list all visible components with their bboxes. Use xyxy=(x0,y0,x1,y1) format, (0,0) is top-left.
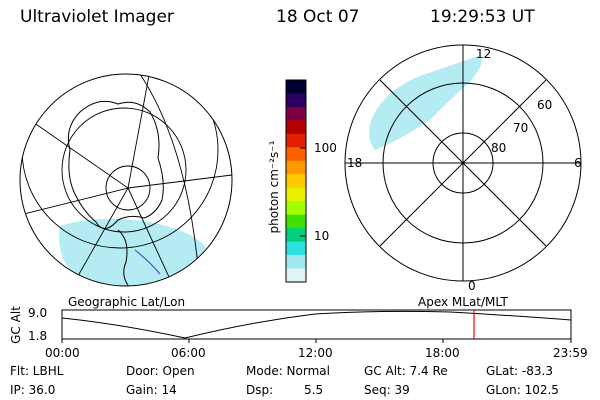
timeline-ytick-high: 9.0 xyxy=(28,306,48,320)
colorbar-label-10: 10 xyxy=(314,229,330,243)
polar-label-6: 6 xyxy=(574,156,582,170)
colorbar-segment xyxy=(286,93,306,108)
colorbar xyxy=(286,80,306,283)
antarctica-outline xyxy=(67,100,164,229)
geographic-map-label: Geographic Lat/Lon xyxy=(68,295,186,309)
polar-plot xyxy=(344,44,582,282)
timeline-ylabel: GC Alt xyxy=(9,306,23,344)
status-glon: GLon: 102.5 xyxy=(486,383,559,397)
colorbar-segment xyxy=(286,80,306,94)
colorbar-segment xyxy=(286,187,306,202)
timeline-xtick-0600: 06:00 xyxy=(171,346,206,360)
polar-label-18: 18 xyxy=(347,156,363,170)
polar-label-0: 0 xyxy=(468,279,476,293)
timeline-ytick-low: 1.8 xyxy=(28,329,48,343)
colorbar-frame xyxy=(285,79,307,283)
colorbar-segment xyxy=(286,214,306,229)
colorbar-segment xyxy=(286,147,306,162)
date-label: 18 Oct 07 xyxy=(276,7,360,27)
status-ip: IP: 36.0 xyxy=(10,383,56,397)
timeline-xtick-0000: 00:00 xyxy=(45,346,80,360)
status-filter: Flt: LBHL xyxy=(10,364,64,378)
status-gc-alt: GC Alt: 7.4 Re xyxy=(364,364,448,378)
polar-map-label: Apex MLat/MLT xyxy=(418,295,508,309)
aurora-patch-geographic xyxy=(59,218,205,286)
status-glat: GLat: -83.3 xyxy=(486,364,553,378)
colorbar-segment xyxy=(286,241,306,256)
colorbar-segment xyxy=(286,160,306,175)
time-label: 19:29:53 UT xyxy=(430,7,535,27)
polar-label-60: 60 xyxy=(537,98,553,112)
colorbar-segment xyxy=(286,133,306,148)
polar-label-12: 12 xyxy=(476,47,492,61)
status-dsp-value: 5.5 xyxy=(304,383,324,397)
timeline-xtick-1200: 12:00 xyxy=(298,346,333,360)
aurora-oval-polar xyxy=(369,56,482,150)
polar-label-80: 80 xyxy=(491,141,507,155)
colorbar-segment xyxy=(286,106,306,121)
colorbar-segment xyxy=(286,201,306,216)
colorbar-segment xyxy=(286,228,306,243)
altitude-curve xyxy=(61,310,572,339)
colorbar-segment xyxy=(286,268,306,283)
timeline-xtick-2359: 23:59 xyxy=(553,346,588,360)
status-mode: Mode: Normal xyxy=(246,364,330,378)
altitude-timeline xyxy=(61,309,572,343)
status-seq: Seq: 39 xyxy=(364,383,410,397)
colorbar-segment xyxy=(286,174,306,189)
polar-label-70: 70 xyxy=(513,121,529,135)
status-gain: Gain: 14 xyxy=(126,383,177,397)
colorbar-unit-label: photon cm⁻²s⁻¹ xyxy=(267,140,281,234)
status-door: Door: Open xyxy=(126,364,195,378)
status-dsp-label: Dsp: xyxy=(246,383,274,397)
colorbar-label-100: 100 xyxy=(314,141,337,155)
colorbar-segment xyxy=(286,120,306,135)
timeline-xtick-1800: 18:00 xyxy=(425,346,460,360)
geographic-map xyxy=(19,73,233,287)
colorbar-segment xyxy=(286,255,306,270)
instrument-title: Ultraviolet Imager xyxy=(20,7,174,27)
